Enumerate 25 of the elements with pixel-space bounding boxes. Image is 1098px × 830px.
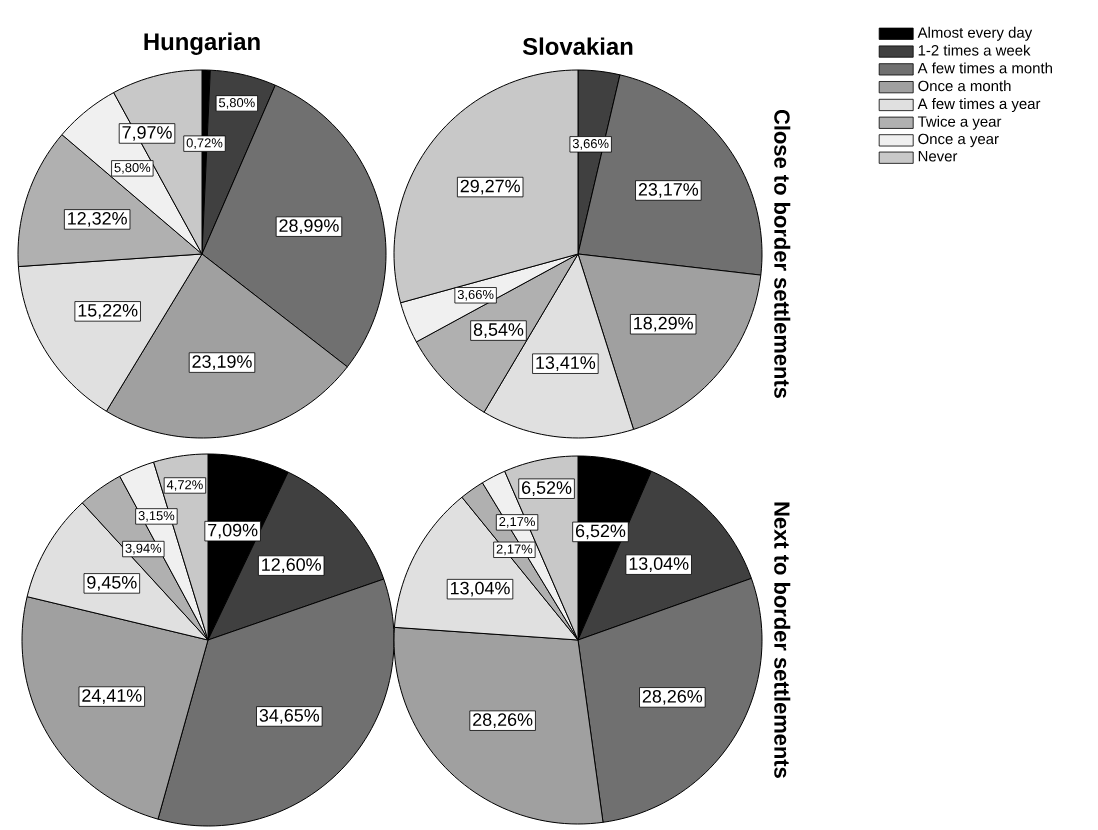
data-label: 15,22% [78,303,138,319]
data-label: 9,45% [87,575,137,591]
data-label: 7,09% [208,523,258,539]
data-label: 7,97% [122,126,172,141]
data-label: 24,41% [82,689,142,704]
data-label: 29,27% [460,179,520,195]
data-label: 13,04% [629,557,689,573]
data-label: 34,65% [259,709,320,724]
text: Next to border settlements [774,502,791,778]
data-label: 13,41% [536,356,596,372]
chart-title: Slovakian [522,37,633,55]
data-label: 8,54% [473,323,524,338]
data-label: 28,26% [473,713,533,729]
data-label: 12,60% [262,558,321,574]
chart-title: Hungarian [144,32,260,55]
text: Close to border settlements [774,109,791,398]
data-label: 23,17% [638,183,699,198]
data-label: 28,26% [642,689,703,705]
data-label: 6,52% [575,524,626,540]
data-label: 18,29% [634,316,693,332]
data-label: 28,99% [279,219,339,235]
data-label: 6,52% [522,481,572,497]
data-label: 12,32% [68,211,127,227]
data-label: 23,19% [192,355,252,370]
data-label: 13,04% [450,581,510,597]
